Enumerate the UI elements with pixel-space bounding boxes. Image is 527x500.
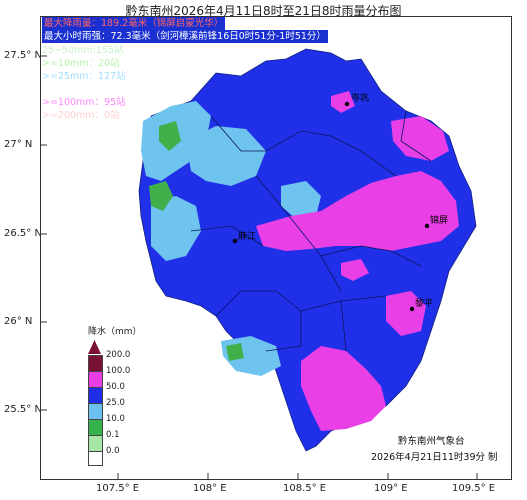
region-magenta-ne — [391, 116, 449, 161]
legend-swatch-0-0-1 — [88, 435, 103, 452]
place-labels: 岑巩 麻江 锦屏 黎平 — [238, 92, 448, 309]
count-10: >=10mm：20站 — [42, 58, 120, 69]
legend-tick-200: 200.0 — [106, 350, 131, 360]
legend-swatch-25-50 — [88, 387, 103, 404]
place-marker-liping — [409, 306, 415, 312]
max-hourly-text: 最大小时雨强：72.3毫米（剑河樟溪前锋16日0时51分-1时51分） — [42, 30, 328, 43]
region-lightblue-mid — [186, 126, 266, 186]
rainfall-map: 岑巩 麻江 锦屏 黎平 — [41, 48, 478, 479]
legend-tick-10: 10.0 — [106, 414, 125, 424]
count-25-50: 25~50mm:155站 — [42, 45, 124, 56]
legend-swatch-100-200 — [88, 355, 103, 372]
legend-tick-100: 100.0 — [106, 366, 131, 376]
legend-swatch-10-25 — [88, 403, 103, 420]
legend-swatch-0 — [88, 451, 103, 466]
footer-org: 黔东南州气象台 — [398, 436, 465, 447]
region-magenta-spot — [341, 259, 369, 281]
region-lightblue-c — [281, 181, 321, 219]
legend-swatch-50-100 — [88, 371, 103, 388]
lat-label-27: 27° N — [4, 139, 33, 150]
footer-time: 2026年4月21日11时39分 — [371, 452, 485, 463]
count-50: >=50mm：333站 — [42, 84, 126, 95]
lon-label-108-5: 108.5° E — [283, 483, 327, 494]
place-label-cengong: 岑巩 — [351, 92, 369, 104]
count-100: >=100mm：95站 — [42, 97, 126, 108]
region-magenta-east — [256, 171, 459, 251]
region-magenta-n — [331, 91, 355, 113]
map-frame: 岑巩 麻江 锦屏 黎平 — [40, 16, 512, 480]
footer-made: 制 — [488, 452, 498, 463]
place-marker-cengong — [344, 101, 350, 107]
legend-tick-0-1: 0.1 — [106, 430, 120, 440]
legend-tick-0: 0.0 — [106, 446, 120, 456]
max-rain-text: 最大降雨量：189.2毫米（锦屏启蒙光华） — [42, 17, 226, 30]
lat-label-26: 26° N — [4, 316, 33, 327]
legend-tick-25: 25.0 — [106, 398, 125, 408]
lon-label-109: 109° E — [374, 483, 408, 494]
region-green-3 — [226, 343, 244, 361]
region-green-1 — [149, 181, 173, 211]
axis-ticks — [41, 55, 478, 479]
place-label-liping: 黎平 — [415, 297, 433, 309]
legend-tick-50: 50.0 — [106, 382, 125, 392]
region-magenta-south — [301, 346, 386, 431]
county-boundaries — [190, 110, 432, 352]
place-marker-jinping — [424, 223, 430, 229]
legend-title: 降水（mm） — [88, 327, 142, 337]
region-magenta-se — [386, 291, 426, 336]
lon-label-109-5: 109.5° E — [452, 483, 496, 494]
place-markers — [232, 101, 430, 312]
count-200: >=200mm：0站 — [42, 110, 120, 121]
place-marker-majiang — [232, 238, 238, 244]
lat-label-27-5: 27.5° N — [4, 50, 42, 61]
place-label-jinping: 锦屏 — [430, 214, 448, 226]
region-lightblue-w — [151, 196, 201, 261]
lon-label-108: 108° E — [193, 483, 227, 494]
lat-label-26-5: 26.5° N — [4, 228, 42, 239]
region-green-2 — [159, 121, 181, 151]
lat-label-25-5: 25.5° N — [4, 404, 42, 415]
place-label-majiang: 麻江 — [238, 230, 256, 242]
map-title: 黔东南州2026年4月11日8时至21日8时雨量分布图 — [125, 4, 402, 18]
lon-label-107-5: 107.5° E — [96, 483, 140, 494]
count-25: >=25mm：127站 — [42, 71, 126, 82]
legend-swatch-0-1-10 — [88, 419, 103, 436]
